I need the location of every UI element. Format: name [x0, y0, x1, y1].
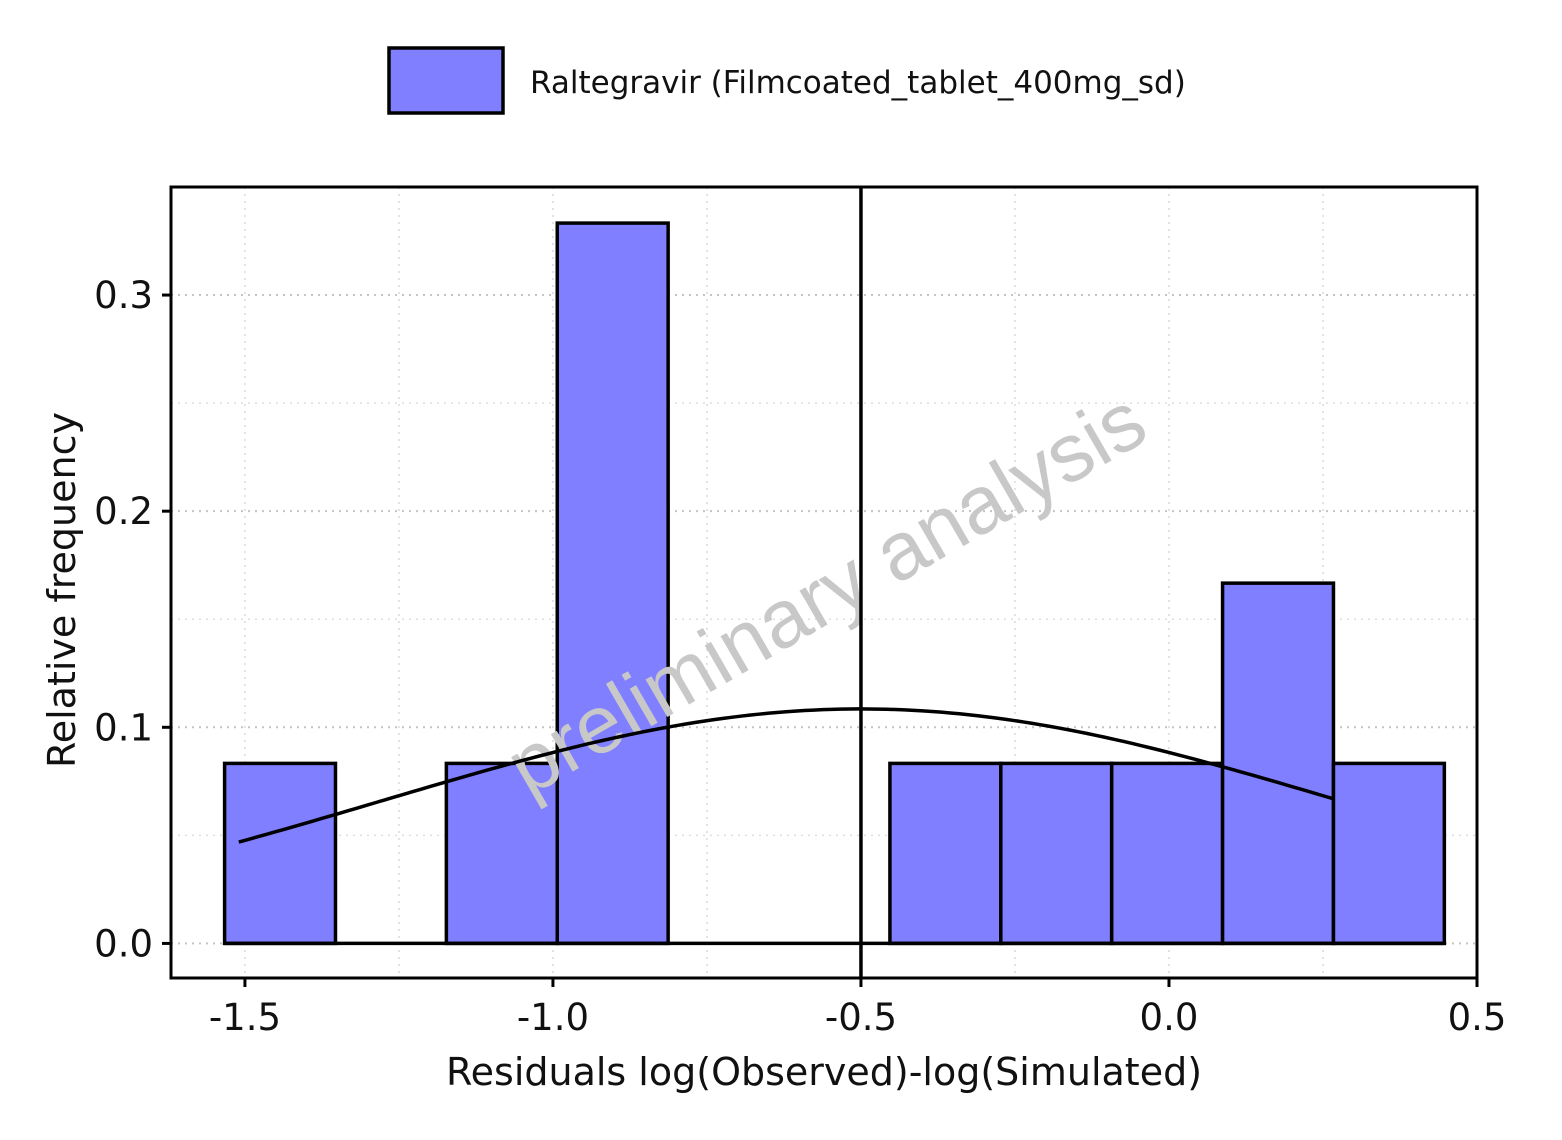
x-tick-label: -0.5	[825, 996, 897, 1039]
y-axis-title: Relative frequency	[40, 412, 84, 768]
legend: Raltegravir (Filmcoated_tablet_400mg_sd)	[387, 46, 1186, 115]
density-line	[238, 707, 1334, 844]
legend-swatch	[387, 46, 505, 115]
y-tick-label: 0.2	[94, 490, 153, 533]
y-tick-label: 0.1	[94, 706, 153, 749]
histogram-bar	[1109, 761, 1225, 946]
histogram-bar	[222, 761, 338, 946]
x-tick-label: -1.0	[517, 996, 589, 1039]
x-axis-title: Residuals log(Observed)-log(Simulated)	[446, 1050, 1202, 1094]
y-tick-label: 0.0	[94, 922, 153, 965]
histogram-bar	[999, 761, 1114, 946]
histogram-bar	[444, 761, 560, 946]
x-axis-ticks: -1.5 -1.0 -0.5 0.0 0.5	[209, 978, 1507, 1039]
histogram-bar	[1220, 581, 1336, 946]
y-tick-label: 0.3	[94, 274, 153, 317]
histogram-bar	[888, 761, 1003, 946]
y-axis-ticks: 0.0 0.1 0.2 0.3	[94, 274, 171, 965]
histogram-bar	[555, 221, 670, 946]
legend-label: Raltegravir (Filmcoated_tablet_400mg_sd)	[530, 65, 1186, 101]
x-tick-label: 0.0	[1140, 996, 1199, 1039]
x-tick-label: -1.5	[209, 996, 281, 1039]
x-tick-label: 0.5	[1448, 996, 1507, 1039]
histogram-bar	[1331, 761, 1447, 946]
density-curve	[238, 707, 1334, 844]
plot-frame	[169, 185, 1479, 980]
